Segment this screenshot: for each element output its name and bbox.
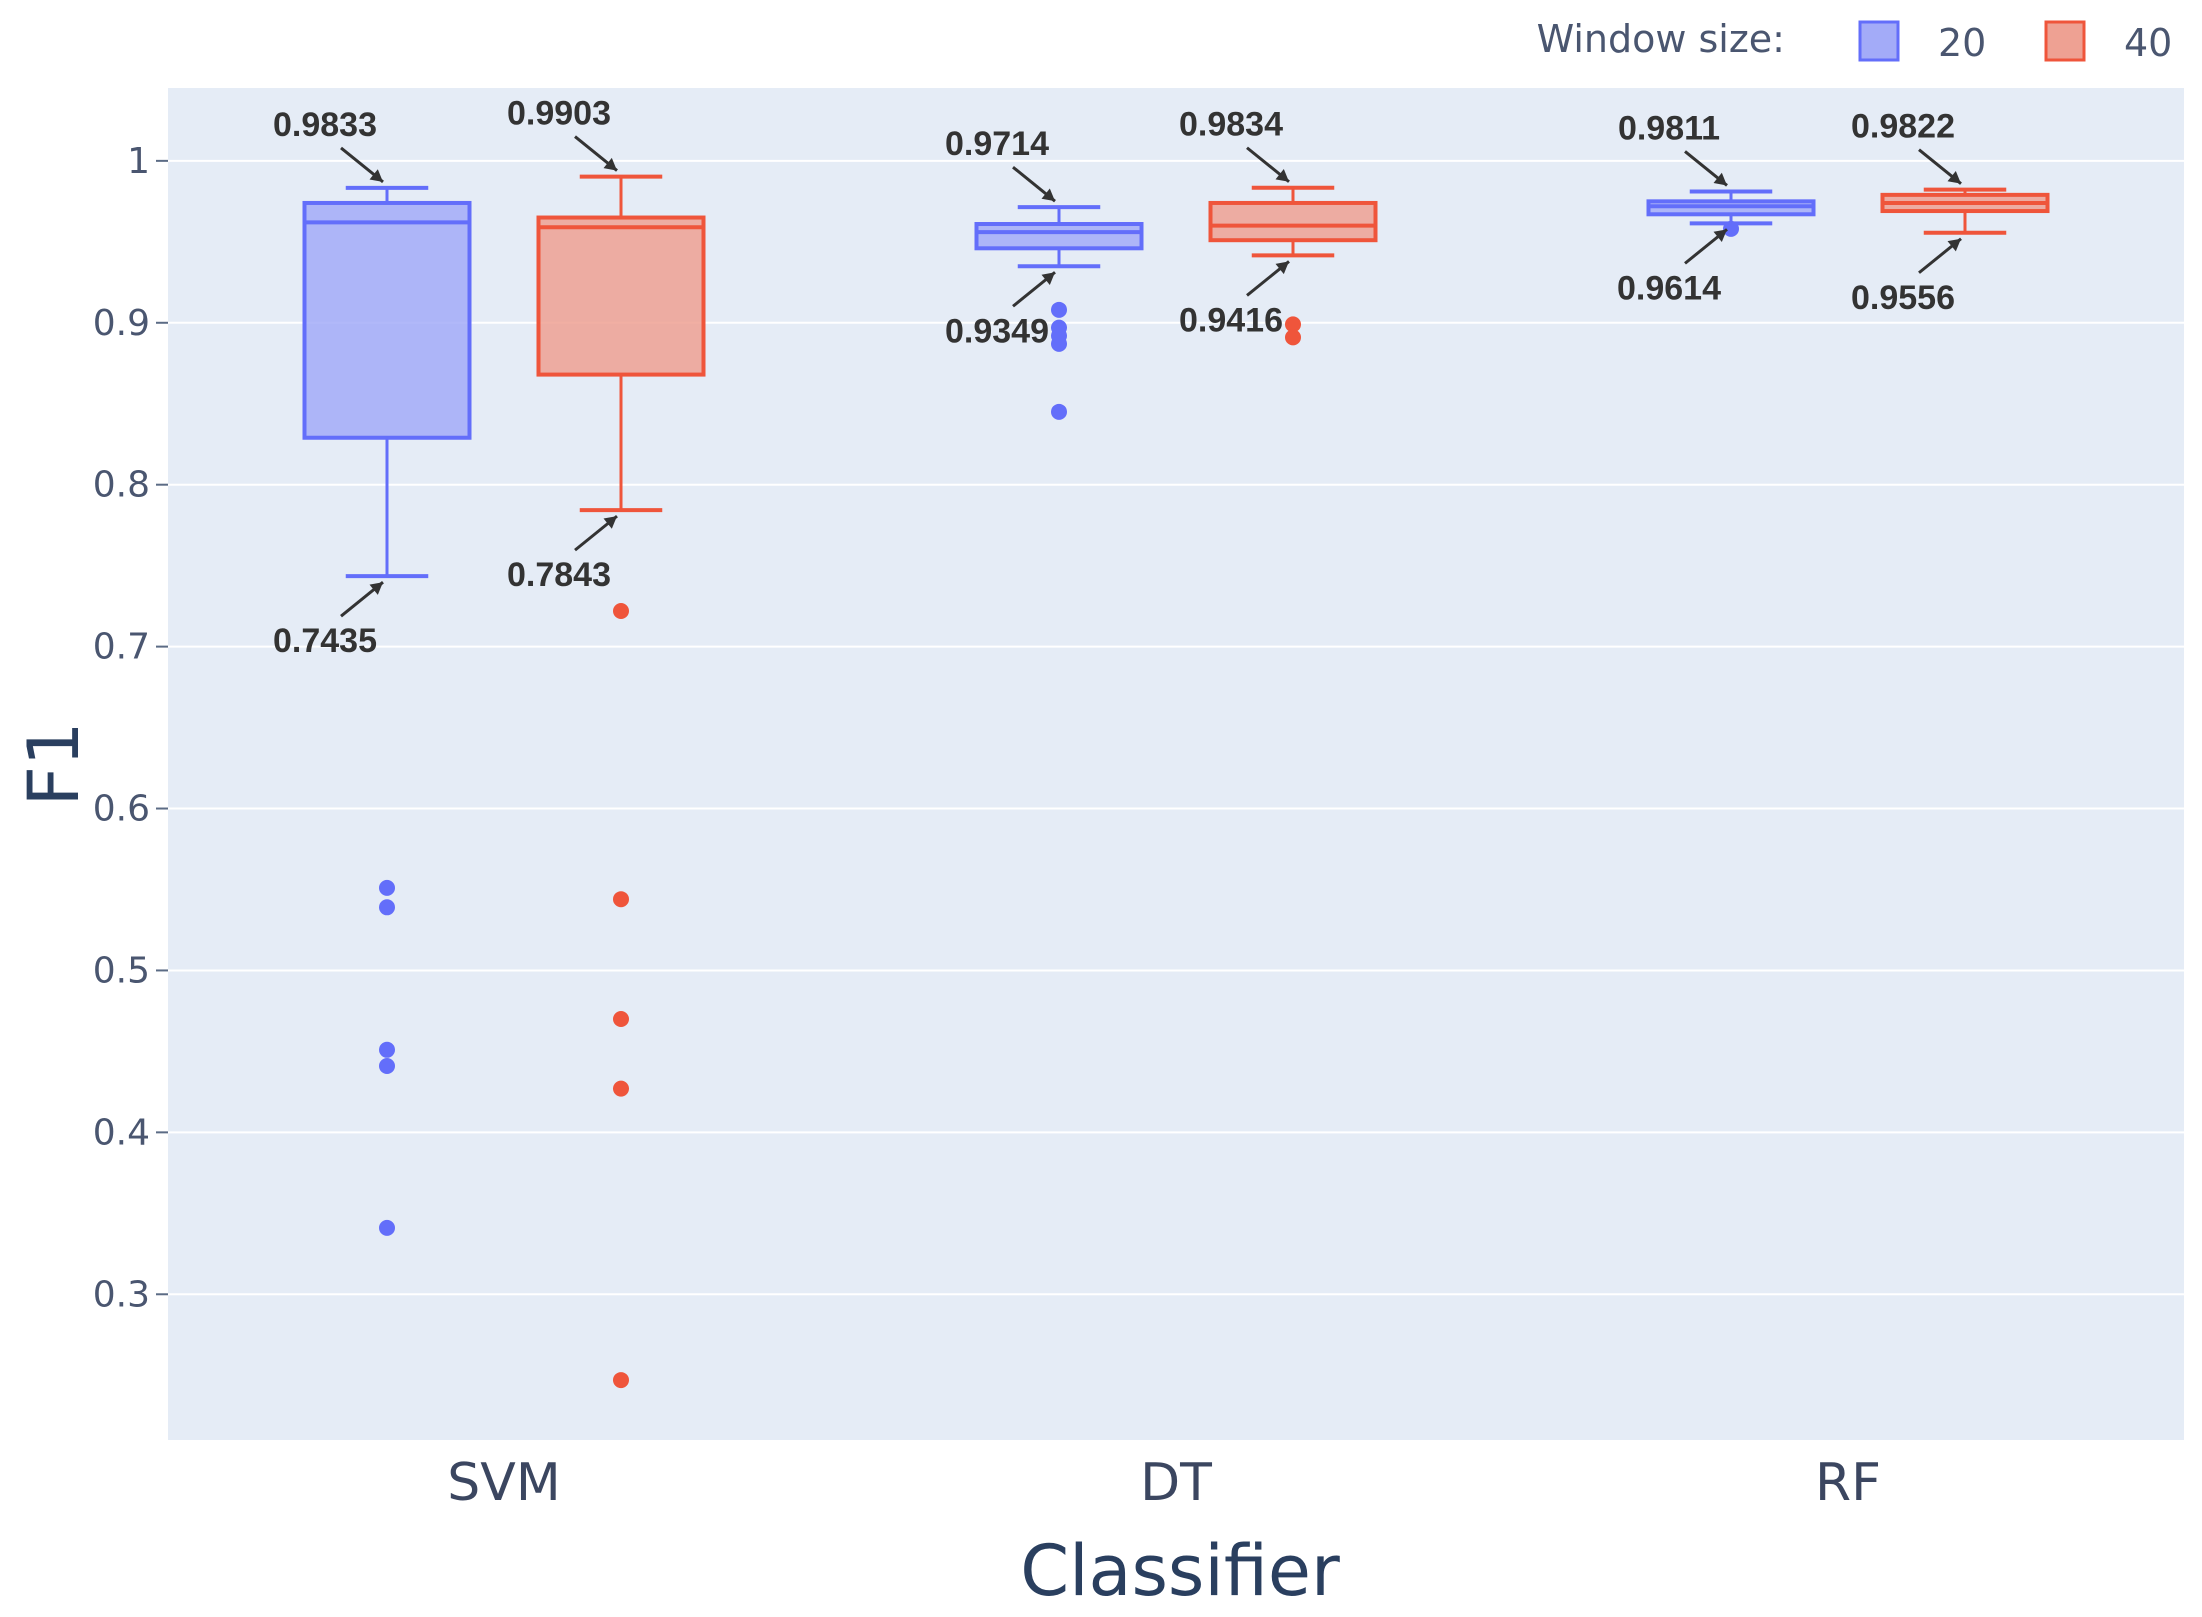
legend-swatch-40 bbox=[2044, 20, 2086, 62]
box-dt-40[interactable] bbox=[1208, 185, 1378, 346]
annotation-lower-rf-20: 0.9614 bbox=[1617, 228, 1728, 307]
outlier-point[interactable] bbox=[613, 1080, 629, 1097]
annotation-label: 0.9903 bbox=[507, 95, 611, 133]
annotation-upper-rf-20: 0.9811 bbox=[1618, 109, 1728, 187]
outlier-point[interactable] bbox=[379, 1219, 395, 1236]
annotation-lower-dt-20: 0.9349 bbox=[945, 271, 1056, 350]
y-axis-title: F1 bbox=[13, 722, 95, 807]
annotation-lower-svm-40: 0.7843 bbox=[507, 514, 618, 594]
annotation-label: 0.9556 bbox=[1851, 279, 1955, 317]
annotation-upper-dt-40: 0.9834 bbox=[1179, 106, 1290, 183]
outlier-point[interactable] bbox=[379, 1057, 395, 1074]
y-tick-label: 0.8 bbox=[93, 465, 150, 506]
annotation-arrowhead bbox=[603, 516, 617, 529]
outlier-point[interactable] bbox=[613, 1372, 629, 1389]
annotation-label: 0.9349 bbox=[945, 312, 1049, 350]
annotation-label: 0.9714 bbox=[945, 125, 1049, 163]
box-body bbox=[974, 222, 1144, 251]
box-body bbox=[302, 200, 472, 440]
annotation-upper-svm-20: 0.9833 bbox=[273, 106, 384, 184]
box-dt-20[interactable] bbox=[974, 205, 1144, 420]
legend-item-40[interactable]: 40 bbox=[2044, 20, 2172, 65]
y-tick-label: 1 bbox=[127, 141, 150, 182]
annotation-label: 0.9822 bbox=[1851, 108, 1955, 146]
x-category-label: DT bbox=[1140, 1453, 1212, 1513]
outlier-point[interactable] bbox=[379, 899, 395, 916]
annotation-lower-svm-20: 0.7435 bbox=[273, 581, 384, 660]
annotation-label: 0.9416 bbox=[1179, 301, 1283, 339]
plot-area bbox=[168, 88, 2184, 1440]
legend-item-20[interactable]: 20 bbox=[1858, 20, 1986, 65]
box-svm-40[interactable] bbox=[536, 174, 706, 1389]
outlier-point[interactable] bbox=[613, 602, 629, 619]
annotation-label: 0.9614 bbox=[1617, 269, 1721, 307]
box-rf-40[interactable] bbox=[1880, 187, 2050, 235]
box-svm-20[interactable] bbox=[302, 185, 472, 1236]
annotation-label: 0.7843 bbox=[507, 556, 611, 594]
outlier-point[interactable] bbox=[1723, 220, 1739, 237]
annotation-arrowhead bbox=[1713, 229, 1727, 243]
outlier-point[interactable] bbox=[1051, 403, 1067, 420]
annotation-arrowhead bbox=[1041, 272, 1055, 285]
outlier-point[interactable] bbox=[1285, 329, 1301, 346]
annotation-arrowhead bbox=[1275, 169, 1289, 182]
y-tick-label: 0.9 bbox=[93, 303, 150, 344]
box-body bbox=[1208, 200, 1378, 243]
legend: Window size: 20 40 bbox=[1537, 17, 2173, 65]
annotation-arrowhead bbox=[369, 582, 383, 595]
annotation-upper-dt-20: 0.9714 bbox=[945, 125, 1056, 203]
box-body bbox=[536, 215, 706, 377]
legend-swatch-20 bbox=[1858, 20, 1900, 62]
y-tick-label: 0.3 bbox=[93, 1274, 150, 1315]
annotations: 0.9833 0.7435 0.9714 0.9349 0.9811 0.9614 0.99… bbox=[273, 95, 1962, 660]
annotation-arrowhead bbox=[369, 169, 383, 182]
annotation-arrowhead bbox=[1947, 171, 1961, 184]
annotation-arrowhead bbox=[1947, 238, 1961, 252]
gridlines bbox=[168, 159, 2184, 1296]
y-axis-ticks: 0.3 0.4 0.5 0.6 0.7 0.8 0.9 1 bbox=[93, 141, 168, 1315]
box-rf-20[interactable] bbox=[1646, 189, 1816, 237]
annotation-label: 0.9811 bbox=[1618, 109, 1720, 147]
outlier-point[interactable] bbox=[379, 879, 395, 896]
outlier-point[interactable] bbox=[379, 1041, 395, 1058]
x-axis-categories: SVM DT RF bbox=[447, 1453, 1881, 1513]
x-category-label: RF bbox=[1815, 1453, 1881, 1513]
outlier-point[interactable] bbox=[613, 1011, 629, 1028]
box-traces bbox=[302, 174, 2050, 1389]
y-tick-label: 0.4 bbox=[93, 1112, 150, 1153]
annotation-lower-rf-40: 0.9556 bbox=[1851, 237, 1962, 317]
annotation-label: 0.7435 bbox=[273, 622, 377, 660]
annotation-arrowhead bbox=[1041, 188, 1055, 202]
annotation-label: 0.9833 bbox=[273, 106, 377, 144]
annotation-lower-dt-40: 0.9416 bbox=[1179, 260, 1290, 339]
outlier-point[interactable] bbox=[613, 891, 629, 908]
x-axis-title: Classifier bbox=[1020, 1530, 1340, 1612]
x-category-label: SVM bbox=[447, 1453, 560, 1513]
annotation-upper-svm-40: 0.9903 bbox=[507, 95, 618, 172]
y-tick-label: 0.7 bbox=[93, 627, 150, 668]
y-tick-label: 0.6 bbox=[93, 789, 150, 830]
annotation-arrowhead bbox=[1713, 172, 1727, 186]
annotation-label: 0.9834 bbox=[1179, 106, 1283, 144]
annotation-upper-rf-40: 0.9822 bbox=[1851, 108, 1962, 185]
outlier-point[interactable] bbox=[1285, 316, 1301, 333]
y-tick-label: 0.5 bbox=[93, 950, 150, 991]
legend-title: Window size: bbox=[1537, 17, 1785, 61]
annotation-arrowhead bbox=[1275, 261, 1289, 275]
annotation-arrowhead bbox=[603, 157, 617, 171]
outlier-point[interactable] bbox=[1051, 335, 1067, 352]
legend-label-20: 20 bbox=[1938, 21, 1986, 65]
outlier-point[interactable] bbox=[1051, 301, 1067, 318]
legend-label-40: 40 bbox=[2124, 21, 2172, 65]
